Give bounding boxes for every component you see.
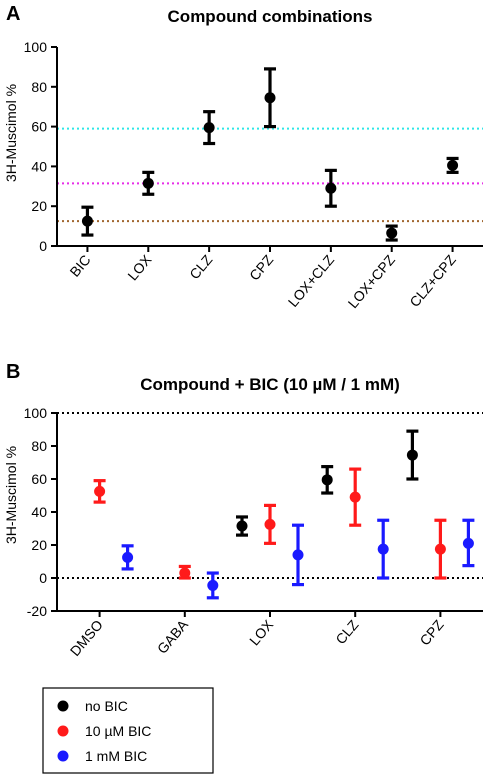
legend-label: 1 mM BIC — [85, 748, 147, 764]
panel-a-data-point — [264, 92, 276, 104]
panel-a-data-point — [81, 215, 93, 227]
panel-b-data-point — [349, 491, 361, 503]
legend-marker — [57, 725, 69, 737]
panel-a-y-tick-label: 100 — [24, 39, 48, 55]
panel-b-x-tick-label: GABA — [154, 616, 192, 657]
panel-a-y-tick-label: 80 — [31, 79, 47, 95]
panel-b-title: Compound + BIC (10 µM / 1 mM) — [140, 375, 400, 394]
panel-b-data-point — [377, 543, 389, 555]
panel-a-x-tick-label: CLZ — [186, 251, 216, 282]
panel-a-y-tick-label: 40 — [31, 158, 47, 174]
panel-a-x-tick-label: LOX — [124, 251, 155, 283]
panel-b-data-point — [179, 567, 191, 579]
panel-b-data-point — [462, 537, 474, 549]
legend-box — [42, 687, 214, 774]
panel-a-y-tick-label: 20 — [31, 198, 47, 214]
panel-a-data-point — [203, 122, 215, 134]
panel-a-x-tick-label: BIC — [66, 252, 93, 280]
panel-b-x-tick-label: DMSO — [67, 617, 106, 660]
panel-a-axes: 0 20 40 60 80 100 BIC LOX CLZ CPZ LOX+CLZ LOX+CPZ CL… — [24, 39, 483, 311]
panel-b-y-tick-label: 0 — [39, 570, 47, 586]
panel-b-label: B — [6, 361, 20, 383]
panel-a-label: A — [6, 3, 20, 25]
panel-a-y-tick-label: 60 — [31, 119, 47, 135]
panel-b-y-tick-label: 80 — [31, 438, 47, 454]
panel-b-x-tick-label: CPZ — [416, 616, 447, 648]
panel-a-x-tick-label: CLZ+CPZ — [406, 251, 459, 310]
panel-b-data-point — [94, 485, 106, 497]
panel-a-y-tick-label: 0 — [39, 238, 47, 254]
legend-marker — [57, 750, 69, 762]
panel-b-x-tick-label: LOX — [246, 616, 277, 648]
panel-a-data-point — [386, 227, 398, 239]
panel-b-x-tick-label: CLZ — [332, 616, 362, 647]
panel-b-y-tick-label: 40 — [31, 504, 47, 520]
panel-a-x-tick-label: LOX+CPZ — [344, 251, 398, 311]
panel-a-x-tick-label: CPZ — [246, 251, 277, 283]
legend-marker — [57, 700, 69, 712]
panel-b-data-point — [207, 579, 219, 591]
panel-b-data-point — [292, 549, 304, 561]
legend: no BIC 10 µM BIC 1 mM BIC — [57, 698, 151, 764]
panel-b-y-tick-label: 20 — [31, 537, 47, 553]
panel-b-data-point — [236, 520, 248, 532]
panel-a-data-point — [142, 177, 154, 189]
panel-b-data-point — [434, 543, 446, 555]
legend-label: 10 µM BIC — [85, 723, 151, 739]
panel-b-y-axis-label: 3H-Muscimol % — [3, 446, 19, 544]
panel-a-x-tick-label: LOX+CLZ — [285, 251, 338, 310]
panel-b-y-tick-label: 60 — [31, 471, 47, 487]
panel-b-data-point — [264, 518, 276, 530]
legend-label: no BIC — [85, 698, 128, 714]
panel-b-y-tick-label: -20 — [27, 603, 47, 619]
panel-a-data-point — [447, 159, 459, 171]
panel-a-data-point — [325, 182, 337, 194]
panel-a-title: Compound combinations — [168, 7, 373, 26]
panel-b-y-tick-label: 100 — [24, 405, 48, 421]
panel-b-data-point — [406, 449, 418, 461]
panel-b-axes: -20 0 20 40 60 80 100 DMSO GABA LOX CLZ CPZ — [24, 405, 483, 659]
panel-b-data-point — [122, 551, 134, 563]
panel-a-y-axis-label: 3H-Muscimol % — [3, 84, 19, 182]
panel-b-data-point — [321, 474, 333, 486]
